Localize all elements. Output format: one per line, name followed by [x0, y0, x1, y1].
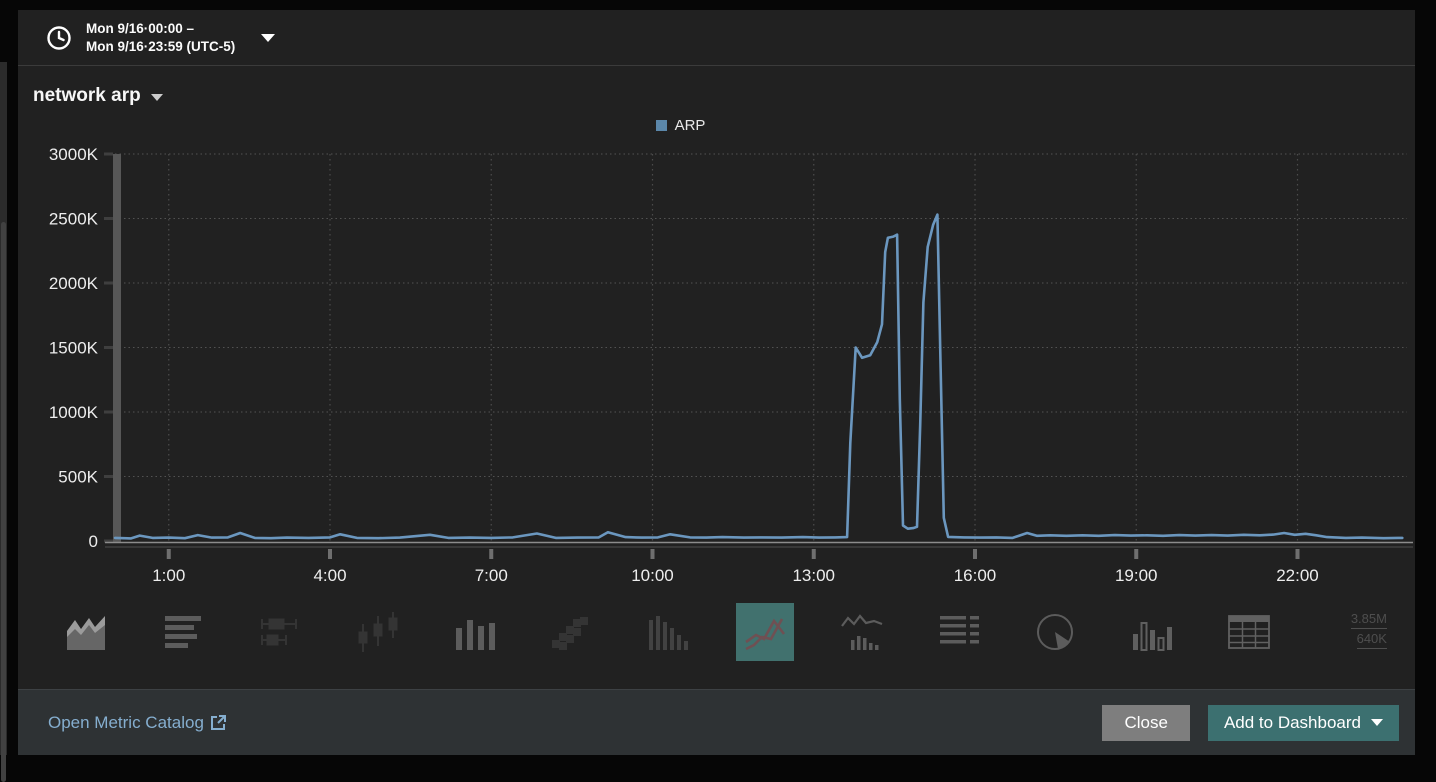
line-column-icon — [840, 614, 883, 650]
modal-footer: Open Metric Catalog Close Add to Dashboa… — [18, 689, 1415, 755]
add-to-dashboard-button[interactable]: Add to Dashboard — [1207, 704, 1399, 741]
time-range-caret-icon — [261, 33, 276, 42]
svg-text:7:00: 7:00 — [475, 566, 508, 585]
svg-text:1500K: 1500K — [49, 339, 99, 358]
close-button[interactable]: Close — [1102, 704, 1190, 741]
column-chart-icon — [456, 620, 496, 650]
chart-canvas[interactable]: 0 500K 1000K 1500K 2000K 2500K 3000K 1:00 4:00 7:… — [18, 144, 1415, 588]
chart-type-pie[interactable] — [1026, 603, 1084, 661]
table-icon — [1228, 615, 1271, 649]
legend-item-arp[interactable]: ARP — [655, 116, 706, 134]
svg-text:22:00: 22:00 — [1276, 566, 1319, 585]
chart-type-candlestick[interactable] — [349, 603, 407, 661]
chart-type-line[interactable] — [735, 603, 794, 661]
time-range-start: Mon 9/16·00:00 – — [86, 20, 195, 36]
line-chart-icon — [745, 618, 785, 651]
svg-text:1000K: 1000K — [49, 403, 99, 422]
chart-type-area[interactable] — [58, 603, 116, 661]
metric-title-dropdown[interactable]: network arp — [33, 80, 1415, 112]
box-plot-icon — [260, 618, 297, 646]
title-caret-icon — [150, 94, 163, 101]
column-detail-icon — [1133, 622, 1173, 651]
candlestick-icon — [358, 612, 398, 652]
open-metric-catalog-label: Open Metric Catalog — [48, 712, 204, 732]
chart-type-line-column[interactable] — [833, 603, 891, 661]
time-range-selector[interactable]: Mon 9/16·00:00 – Mon 9/16·23:59 (UTC-5) — [18, 10, 1415, 66]
svg-text:0: 0 — [89, 532, 98, 551]
chart-type-value[interactable]: 3.85M 640K — [1317, 611, 1387, 653]
arp-line-chart[interactable]: 0 500K 1000K 1500K 2000K 2500K 3000K 1:00 4:00 7:… — [18, 144, 1415, 588]
svg-text:19:00: 19:00 — [1115, 566, 1158, 585]
chart-type-histogram[interactable] — [639, 603, 697, 661]
time-range-text: Mon 9/16·00:00 – Mon 9/16·23:59 (UTC-5) — [86, 20, 235, 55]
chart-type-picker: 3.85M 640K — [18, 588, 1415, 676]
svg-text:13:00: 13:00 — [792, 566, 835, 585]
chart-type-column-detail[interactable] — [1123, 603, 1181, 661]
area-chart-icon — [67, 616, 105, 650]
chart-type-status[interactable] — [930, 603, 988, 661]
chart-type-column[interactable] — [445, 603, 503, 661]
page-scrollbar-thumb[interactable] — [1, 222, 6, 782]
svg-text:1:00: 1:00 — [152, 566, 185, 585]
chart-type-bar[interactable] — [155, 603, 213, 661]
chart-type-table[interactable] — [1220, 603, 1278, 661]
svg-text:4:00: 4:00 — [313, 566, 346, 585]
add-to-dashboard-label: Add to Dashboard — [1223, 712, 1361, 732]
bar-chart-icon — [164, 616, 201, 648]
chart-type-heatmap[interactable] — [542, 603, 600, 661]
legend-label: ARP — [674, 116, 706, 134]
page-title: network arp — [33, 85, 141, 106]
value-preview-primary: 3.85M — [1350, 611, 1387, 629]
svg-text:500K: 500K — [58, 468, 98, 487]
status-chart-icon — [939, 616, 979, 644]
chart-legend: ARP — [18, 112, 1415, 138]
add-to-dashboard-caret-icon — [1371, 719, 1383, 726]
external-link-icon — [210, 715, 226, 730]
value-preview-secondary: 640K — [1356, 631, 1387, 650]
histogram-icon — [649, 616, 689, 650]
heatmap-icon — [552, 617, 589, 650]
svg-text:2500K: 2500K — [49, 210, 99, 229]
legend-swatch — [655, 119, 667, 131]
svg-text:10:00: 10:00 — [631, 566, 674, 585]
metric-explore-modal: Mon 9/16·00:00 – Mon 9/16·23:59 (UTC-5) … — [18, 10, 1415, 755]
svg-text:3000K: 3000K — [49, 145, 99, 164]
chart-type-box-plot[interactable] — [252, 603, 310, 661]
time-range-end: Mon 9/16·23:59 (UTC-5) — [86, 38, 236, 54]
svg-text:16:00: 16:00 — [954, 566, 997, 585]
svg-text:2000K: 2000K — [49, 274, 99, 293]
pie-chart-icon — [1037, 614, 1074, 650]
clock-icon — [47, 25, 71, 50]
open-metric-catalog-link[interactable]: Open Metric Catalog — [48, 713, 227, 733]
page-scrollbar[interactable] — [0, 62, 7, 782]
